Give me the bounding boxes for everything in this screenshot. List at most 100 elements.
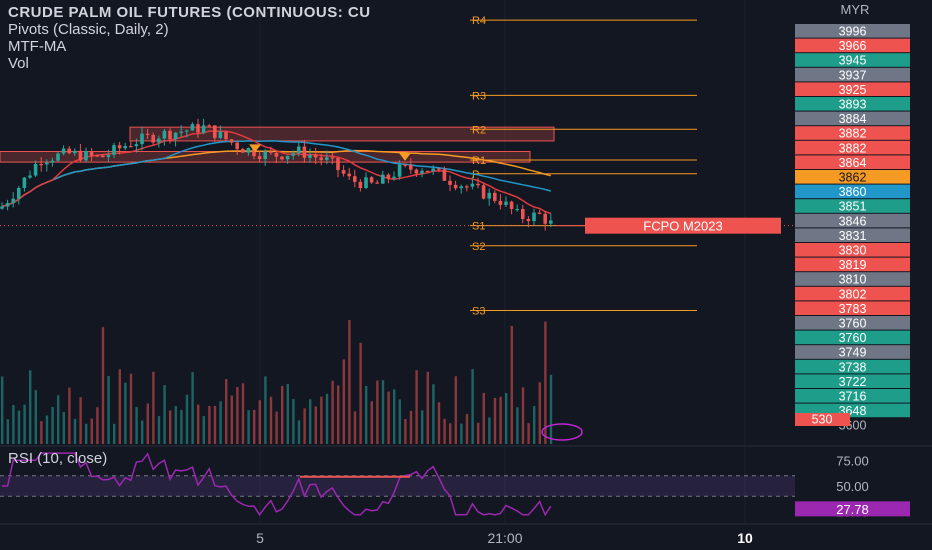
volume-bar (527, 423, 530, 444)
candle-body (431, 168, 435, 171)
volume-bar (174, 406, 177, 444)
volume-bar (297, 420, 301, 444)
volume-bar (538, 382, 541, 444)
resistance-zone (129, 126, 555, 142)
volume-bar (185, 394, 189, 444)
volume-bar (398, 399, 401, 444)
volume-bar (393, 389, 396, 444)
candle-body (241, 149, 245, 153)
volume-bar (499, 396, 502, 444)
volume-bar (163, 385, 166, 444)
candle-body (112, 145, 116, 155)
price-label-bg (795, 170, 910, 184)
candle-body (17, 187, 21, 199)
price-axis-label: 3860 (839, 185, 867, 199)
price-label-bg (795, 272, 910, 286)
candle-body (22, 177, 27, 188)
candle-body (61, 148, 66, 154)
price-axis-label: 3893 (839, 98, 867, 112)
price-axis-label: 3851 (839, 200, 867, 214)
candle-body (84, 151, 88, 161)
price-axis-label: 3749 (839, 346, 867, 360)
volume-bar (286, 383, 289, 444)
candle-body (442, 169, 447, 181)
candle-body (319, 157, 323, 161)
candle-body (235, 142, 239, 150)
replay-icon (541, 423, 583, 441)
volume-bar (337, 385, 340, 444)
candle-body (537, 212, 542, 214)
candle-body (134, 144, 139, 147)
candle-body (459, 186, 463, 189)
time-axis-label: 21:00 (487, 530, 522, 546)
volume-bar (45, 415, 49, 444)
volume-bar (320, 396, 323, 444)
candle-body (532, 212, 536, 222)
volume-bar (493, 397, 497, 444)
volume-bar (510, 325, 513, 444)
volume-bar (152, 371, 155, 444)
candle-body (448, 180, 452, 185)
candle-body (414, 169, 419, 174)
volume-bar (421, 410, 424, 444)
candle-body (470, 183, 475, 187)
candle-body (364, 177, 368, 189)
currency-label[interactable]: MYR (840, 2, 870, 17)
chart-legend: CRUDE PALM OIL FUTURES (CONTINUOUS: CU P… (8, 4, 793, 72)
price-axis-label: 3738 (839, 360, 867, 374)
volume-bar (275, 411, 278, 444)
candle-body (129, 146, 133, 148)
candle-body (11, 198, 15, 204)
volume-bar (73, 418, 77, 444)
volume-bar (325, 393, 329, 444)
pivots-indicator-label[interactable]: Pivots (Classic, Daily, 2) (8, 21, 169, 38)
volume-bar (101, 327, 105, 444)
price-label-bg (795, 38, 910, 53)
candle-body (224, 131, 228, 140)
symbol-title[interactable]: CRUDE PALM OIL FUTURES (CONTINUOUS: CU (8, 4, 371, 21)
volume-bar (342, 359, 345, 444)
volume-bar (29, 370, 32, 444)
price-label-bg (795, 111, 910, 126)
volume-bar (488, 417, 491, 444)
price-axis-label: 3802 (839, 287, 867, 301)
price-axis-label: 3864 (839, 156, 867, 170)
volume-bar (90, 418, 93, 444)
price-label-bg (795, 67, 910, 82)
candle-body (5, 203, 10, 207)
volume-bar (113, 423, 116, 444)
volume-bar (477, 422, 480, 444)
volume-indicator-label[interactable]: Vol (8, 55, 29, 72)
volume-bar (40, 421, 43, 444)
candle-body (190, 124, 195, 131)
time-axis-label: 10 (737, 530, 753, 546)
rsi-axis-label: 75.00 (836, 453, 869, 468)
candle-body (487, 192, 491, 199)
candle-body (375, 182, 379, 184)
price-label-bg (795, 257, 910, 272)
mtf-ma-indicator-label[interactable]: MTF-MA (8, 38, 67, 55)
price-axis-label: 3830 (839, 244, 867, 258)
volume-bar (68, 387, 71, 444)
candle-body (140, 133, 144, 145)
candle-body (257, 156, 262, 160)
price-axis-label: 3862 (839, 171, 867, 185)
candle-body (481, 185, 486, 199)
volume-bar (387, 391, 390, 444)
candle-body (297, 146, 301, 154)
volume-bar (62, 412, 65, 444)
candle-body (386, 174, 391, 179)
candle-body (425, 170, 430, 173)
volume-bar (118, 369, 121, 444)
volume-bar (241, 383, 245, 444)
volume-bar (135, 406, 138, 444)
candle-body (269, 151, 273, 153)
volume-bar (409, 410, 413, 444)
candle-body (151, 134, 155, 143)
candle-body (381, 174, 385, 184)
volume-bar (96, 407, 99, 444)
volume-bar (437, 402, 441, 444)
rsi-indicator-label[interactable]: RSI (10, close) (8, 450, 108, 467)
volume-label-bg (795, 413, 850, 426)
